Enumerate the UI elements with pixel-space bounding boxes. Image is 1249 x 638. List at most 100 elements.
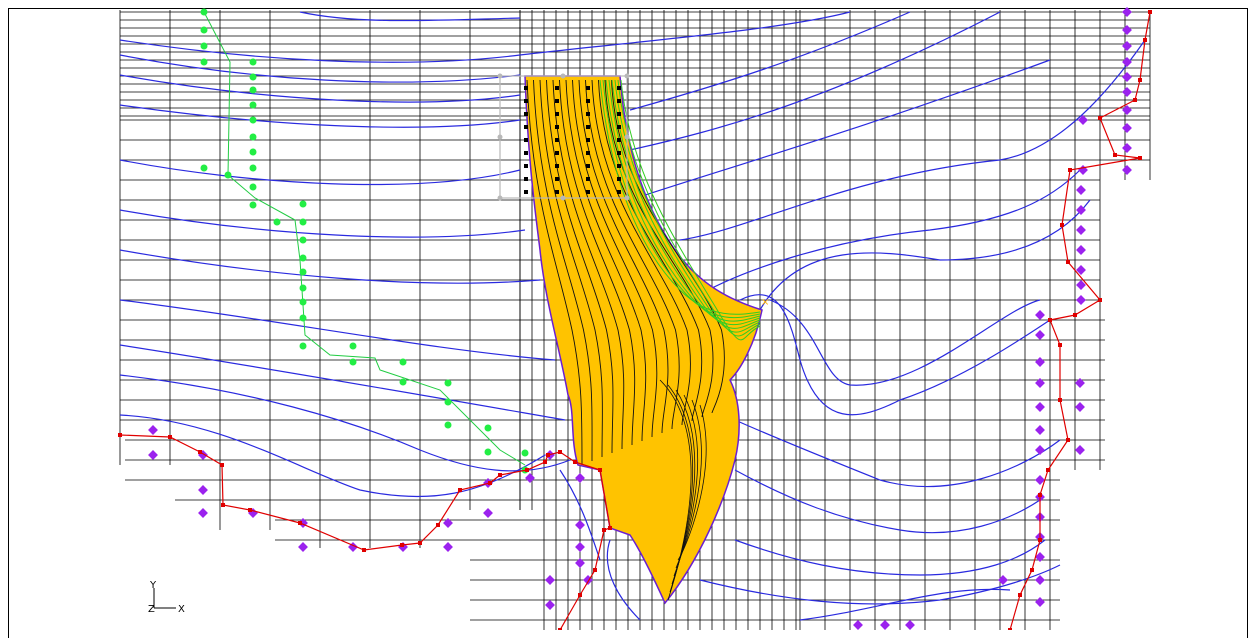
pathline-green	[614, 79, 761, 333]
purple-boundary-cells	[148, 7, 1132, 630]
purple-boundary-cell	[853, 620, 863, 630]
green-well-point	[444, 421, 452, 429]
green-well-point	[484, 448, 492, 456]
particle-start-point	[586, 125, 590, 129]
river-boundary-node	[593, 568, 597, 572]
contour-line	[769, 299, 1041, 386]
river-boundary-node	[220, 463, 224, 467]
z-axis-label: Z	[148, 604, 155, 615]
purple-boundary-cell	[483, 508, 493, 518]
purple-boundary-cell	[575, 520, 585, 530]
river-boundary-node	[458, 488, 462, 492]
contour-line	[689, 169, 1081, 301]
particle-start-point	[586, 138, 590, 142]
purple-boundary-cell	[1076, 245, 1086, 255]
selection-handle	[560, 73, 566, 79]
purple-boundary-cell	[1078, 165, 1088, 175]
green-well-point	[249, 183, 257, 191]
particle-start-point	[555, 190, 559, 194]
purple-boundary-cell	[545, 600, 555, 610]
green-well-point	[299, 236, 307, 244]
pathline-green	[605, 79, 761, 322]
river-boundary-line	[1009, 11, 1151, 630]
green-well-point	[200, 58, 208, 66]
contour-line	[119, 159, 521, 186]
river-boundary-node	[558, 450, 562, 454]
purple-boundary-cell	[575, 542, 585, 552]
purple-boundary-cell	[1035, 597, 1045, 607]
river-boundary-node	[1098, 116, 1102, 120]
contour-line	[119, 104, 521, 128]
river-boundary-node	[248, 508, 252, 512]
green-well-point	[200, 8, 208, 16]
contour-line	[119, 11, 851, 63]
particle-start-point	[555, 86, 559, 90]
green-well-point	[521, 449, 529, 457]
green-well-point	[444, 379, 452, 387]
head-contours	[119, 11, 1146, 621]
selection-box[interactable]: ×	[497, 73, 770, 309]
river-boundary-node	[602, 528, 606, 532]
green-well-point	[299, 342, 307, 350]
particle-start-point	[555, 112, 559, 116]
contour-line	[119, 414, 546, 498]
purple-boundary-cell	[1035, 475, 1045, 485]
contour-line	[734, 469, 1041, 534]
river-boundary-node	[1058, 398, 1062, 402]
contour-line	[629, 59, 1051, 201]
pathline-green	[608, 79, 761, 326]
green-well-point	[399, 358, 407, 366]
river-boundary-node	[436, 523, 440, 527]
purple-boundary-cell	[1076, 185, 1086, 195]
purple-boundary-cell	[998, 575, 1008, 585]
pathline-green	[620, 79, 761, 341]
contour-line	[299, 11, 521, 22]
purple-boundary-cell	[1035, 310, 1045, 320]
contour-line	[559, 469, 601, 561]
particle-start-point	[555, 138, 559, 142]
green-well-point	[349, 358, 357, 366]
y-axis-label: Y	[149, 580, 157, 591]
particle-start-point	[586, 112, 590, 116]
river-boundary-node	[221, 503, 225, 507]
particle-start-point	[586, 86, 590, 90]
river-boundary-node	[1066, 438, 1070, 442]
contour-line	[734, 419, 1061, 487]
river-boundary-node	[400, 543, 404, 547]
purple-boundary-cell	[880, 620, 890, 630]
purple-boundary-cell	[545, 575, 555, 585]
purple-boundary-cell	[1122, 57, 1132, 67]
river-boundary-node	[118, 433, 122, 437]
river-boundary-node	[573, 460, 577, 464]
pathline-dark	[572, 79, 658, 438]
green-well-point	[299, 284, 307, 292]
pathline-dark	[578, 79, 669, 434]
particle-start-point	[617, 177, 621, 181]
contour-line	[119, 344, 566, 421]
river-boundary-node	[418, 541, 422, 545]
particle-start-point	[617, 125, 621, 129]
green-well-point	[299, 200, 307, 208]
particle-start-point	[617, 164, 621, 168]
pathline-dark	[559, 79, 636, 446]
purple-boundary-cell	[1035, 575, 1045, 585]
purple-boundary-cell	[575, 473, 585, 483]
contour-line	[119, 374, 571, 472]
green-well-point	[299, 254, 307, 262]
particle-start-point	[524, 164, 528, 168]
particle-start-point	[617, 99, 621, 103]
purple-boundary-cell	[1076, 225, 1086, 235]
contour-line	[119, 74, 521, 103]
green-well-point	[200, 42, 208, 50]
contour-line	[119, 249, 541, 284]
particle-start-point	[586, 164, 590, 168]
river-boundary-node	[1138, 156, 1142, 160]
purple-boundary-cell	[1122, 105, 1132, 115]
green-well-point	[349, 342, 357, 350]
particle-start-point	[617, 138, 621, 142]
pathline-dark	[546, 79, 614, 454]
contour-line	[119, 54, 521, 83]
purple-boundary-cell	[1122, 7, 1132, 17]
